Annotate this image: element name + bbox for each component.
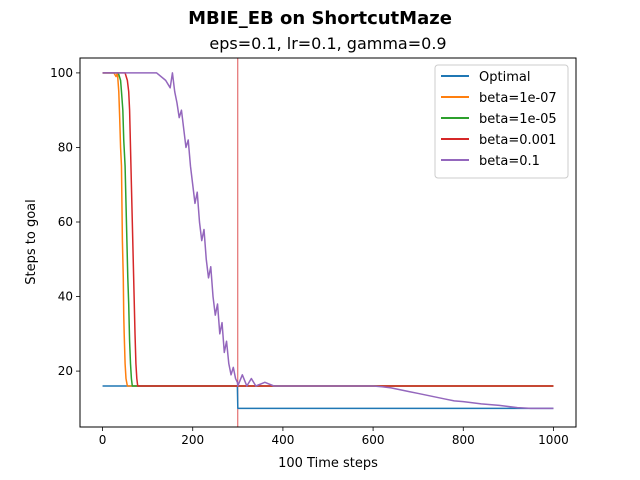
x-tick-label: 400: [271, 433, 294, 447]
x-axis-label: 100 Time steps: [278, 456, 378, 471]
x-tick-label: 1000: [538, 433, 569, 447]
y-tick-label: 60: [58, 215, 73, 229]
y-tick-label: 20: [58, 364, 73, 378]
legend-label: beta=0.1: [479, 154, 540, 169]
series-group: [102, 72, 554, 410]
legend-label: beta=0.001: [479, 133, 556, 148]
series-line-beta=1e-05: [102, 72, 554, 387]
chart-subtitle: eps=0.1, lr=0.1, gamma=0.9: [209, 34, 446, 53]
legend-label: beta=1e-05: [479, 112, 557, 127]
legend-label: beta=1e-07: [479, 91, 557, 106]
axes-frame: [79, 57, 577, 428]
legend-box: [434, 64, 569, 179]
chart-title: MBIE_EB on ShortcutMaze: [188, 8, 452, 29]
plot-area: 0 200 400 600 800 1000 20 40 60 80 100 Optimal beta=…: [50, 57, 577, 447]
x-tick-label: 200: [181, 433, 204, 447]
x-tick-label: 800: [452, 433, 475, 447]
x-tick-label: 0: [99, 433, 107, 447]
y-tick-label: 40: [58, 290, 73, 304]
series-line-beta=1e-07: [102, 72, 554, 387]
y-axis-label: Steps to goal: [24, 199, 39, 284]
series-line-beta=0.001: [102, 72, 554, 387]
legend-label: Optimal: [479, 70, 530, 85]
series-line-beta=0.1: [102, 72, 554, 410]
legend: Optimal beta=1e-07 beta=1e-05 beta=0.001 bet…: [434, 64, 569, 179]
y-tick-label: 100: [50, 66, 73, 80]
x-tick-label: 600: [362, 433, 385, 447]
y-tick-label: 80: [58, 140, 73, 154]
